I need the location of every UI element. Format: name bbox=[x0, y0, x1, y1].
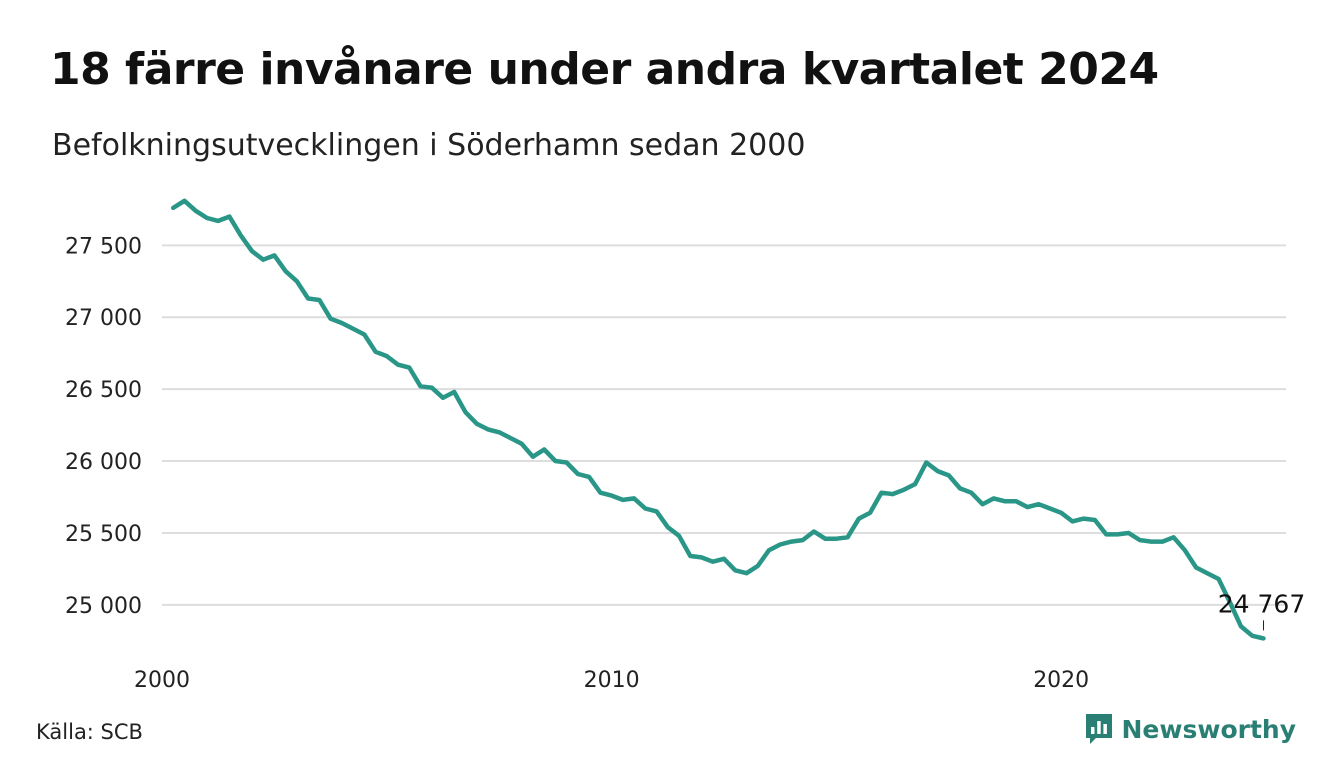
x-tick-label: 2010 bbox=[584, 668, 640, 693]
annotation-group: 24 767 bbox=[1218, 589, 1305, 631]
y-tick-label: 25 500 bbox=[65, 522, 142, 547]
series-group bbox=[170, 198, 1266, 641]
last-value-label: 24 767 bbox=[1218, 589, 1305, 618]
line-chart: 25 000 25 500 26 000 26 500 27 000 27 500 200… bbox=[65, 198, 1305, 693]
series-line bbox=[170, 198, 1266, 641]
source-label: Källa: SCB bbox=[36, 720, 143, 744]
y-tick-label: 26 500 bbox=[65, 378, 142, 403]
y-tick-label: 27 500 bbox=[65, 234, 142, 259]
x-tick-label: 2000 bbox=[134, 668, 190, 693]
newsworthy-logo-icon bbox=[1085, 714, 1112, 744]
chart-subtitle: Befolkningsutvecklingen i Söderhamn seda… bbox=[52, 128, 806, 163]
y-tick-label: 27 000 bbox=[65, 306, 142, 331]
y-axis-ticks: 25 000 25 500 26 000 26 500 27 000 27 500 bbox=[65, 234, 142, 619]
brand-logo: Newsworthy bbox=[1084, 712, 1297, 746]
x-axis-ticks: 2000 2010 2020 bbox=[134, 668, 1089, 693]
grid-lines bbox=[162, 244, 1286, 606]
x-tick-label: 2020 bbox=[1033, 668, 1089, 693]
y-tick-label: 25 000 bbox=[65, 594, 142, 619]
y-tick-label: 26 000 bbox=[65, 450, 142, 475]
chart-title: 18 färre invånare under andra kvartalet … bbox=[50, 44, 1159, 95]
brand-name: Newsworthy bbox=[1121, 714, 1297, 744]
